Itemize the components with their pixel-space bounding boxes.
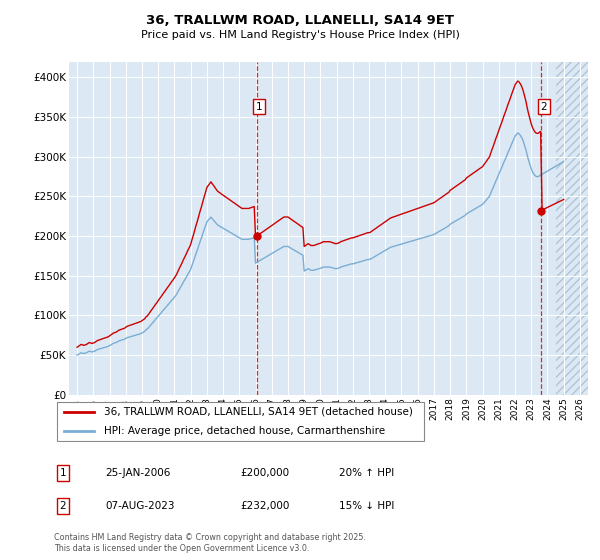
Text: £200,000: £200,000 <box>240 468 289 478</box>
Text: 25-JAN-2006: 25-JAN-2006 <box>105 468 170 478</box>
Text: Contains HM Land Registry data © Crown copyright and database right 2025.
This d: Contains HM Land Registry data © Crown c… <box>54 533 366 553</box>
Text: 36, TRALLWM ROAD, LLANELLI, SA14 9ET: 36, TRALLWM ROAD, LLANELLI, SA14 9ET <box>146 14 454 27</box>
Text: Price paid vs. HM Land Registry's House Price Index (HPI): Price paid vs. HM Land Registry's House … <box>140 30 460 40</box>
Text: 15% ↓ HPI: 15% ↓ HPI <box>339 501 394 511</box>
Bar <box>556 62 588 395</box>
Text: 36, TRALLWM ROAD, LLANELLI, SA14 9ET (detached house): 36, TRALLWM ROAD, LLANELLI, SA14 9ET (de… <box>104 407 413 417</box>
Text: 20% ↑ HPI: 20% ↑ HPI <box>339 468 394 478</box>
Text: HPI: Average price, detached house, Carmarthenshire: HPI: Average price, detached house, Carm… <box>104 426 386 436</box>
Text: 2: 2 <box>541 102 547 112</box>
Text: 07-AUG-2023: 07-AUG-2023 <box>105 501 175 511</box>
Text: 2: 2 <box>59 501 67 511</box>
Text: £232,000: £232,000 <box>240 501 289 511</box>
Text: 1: 1 <box>59 468 67 478</box>
Text: 1: 1 <box>256 102 262 112</box>
FancyBboxPatch shape <box>56 402 424 441</box>
